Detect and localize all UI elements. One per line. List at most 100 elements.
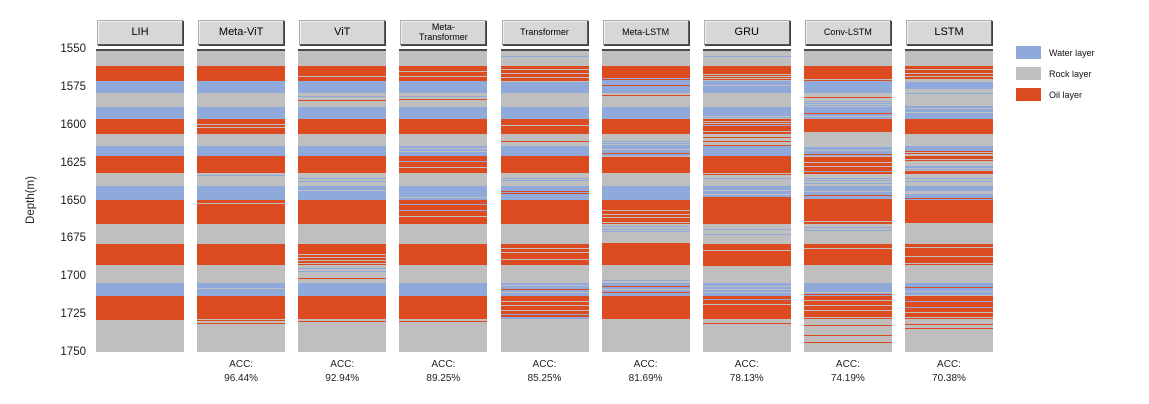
strat-segment-water: [298, 190, 387, 200]
strat-segment-water: [601, 85, 690, 94]
strat-segment-oil: [905, 317, 993, 320]
strat-segment-oil: [601, 215, 690, 218]
accuracy-value: 89.25%: [426, 372, 461, 384]
strat-segment-oil: [803, 248, 892, 265]
strat-segment-oil: [905, 312, 993, 317]
strat-segment-water: [96, 145, 184, 157]
strat-segment-oil: [500, 66, 589, 70]
strat-segment-water: [601, 106, 690, 119]
strat-segment-oil: [905, 257, 993, 261]
strat-segment-oil: [399, 199, 488, 204]
strat-segment-oil: [803, 221, 892, 225]
strat-segment-water: [197, 282, 286, 289]
strat-segment-water: [905, 113, 993, 117]
strat-segment-water: [601, 145, 690, 149]
strat-segment-oil: [500, 190, 589, 192]
model-column: GRU ACC: 78.13%: [702, 20, 791, 384]
column-header: Conv-LSTM: [804, 20, 891, 45]
strat-segment-water: [96, 81, 184, 94]
strat-segment-water: [905, 198, 993, 200]
strat-segment-oil: [298, 260, 387, 264]
strat-segment-water: [905, 109, 993, 113]
strat-segment-water: [803, 102, 892, 104]
strat-segment-water: [803, 282, 892, 292]
accuracy-caption: ACC:: [431, 359, 456, 370]
strat-segment-oil: [803, 66, 892, 77]
strat-segment-oil: [500, 132, 589, 134]
accuracy-label: ACC: 89.25%: [393, 358, 493, 385]
strat-segment-water: [803, 105, 892, 106]
strat-segment-water: [500, 285, 589, 289]
strat-segment-oil: [500, 260, 589, 265]
strat-segment-water: [601, 142, 690, 144]
strat-segment-oil: [803, 118, 892, 133]
strat-segment-oil: [601, 296, 690, 319]
depth-axis-tick: 1600: [60, 118, 86, 131]
legend-item: Water layer: [1016, 46, 1095, 59]
strat-segment-water: [803, 81, 892, 92]
strat-segment-oil: [298, 257, 387, 261]
strat-segment-water: [601, 286, 690, 289]
strat-segment-oil: [298, 80, 387, 82]
strat-segment-oil: [803, 77, 892, 79]
legend-item: Oil layer: [1016, 88, 1095, 101]
strat-segment-water: [905, 93, 993, 94]
strat-segment-water: [298, 267, 387, 269]
strat-segment-oil: [601, 95, 690, 97]
strat-segment-water: [96, 106, 184, 119]
strat-segment-water: [803, 177, 892, 179]
strat-bar-segments: [500, 51, 589, 352]
strat-segment-water: [803, 179, 892, 181]
strat-segment-oil: [500, 118, 589, 122]
accuracy-label: ACC: 81.69%: [596, 358, 696, 385]
strat-segment-water: [399, 106, 488, 119]
strat-segment-water: [702, 186, 791, 191]
strat-segment-water: [298, 270, 387, 272]
column-header: Meta-LSTM: [602, 20, 689, 45]
strat-segment-oil: [500, 296, 589, 301]
strat-segment-water: [96, 282, 184, 297]
strat-bar: [197, 49, 286, 352]
strat-segment-oil: [399, 66, 488, 72]
column-header: ViT: [299, 20, 386, 45]
strat-segment-water: [601, 79, 690, 85]
strat-segment-water: [905, 181, 993, 182]
strat-segment-water: [702, 125, 791, 127]
strat-segment-water: [905, 301, 993, 303]
strat-segment-oil: [500, 315, 589, 318]
strat-segment-oil: [803, 96, 892, 98]
strat-segment-water: [601, 289, 690, 292]
strat-segment-oil: [500, 243, 589, 249]
strat-segment-oil: [803, 296, 892, 301]
strat-segment-oil: [702, 251, 791, 265]
strat-bar: [500, 49, 589, 352]
strat-segment-oil: [197, 199, 286, 203]
strat-segment-oil: [702, 198, 791, 225]
strat-segment-water: [500, 106, 589, 119]
strat-segment-water: [500, 289, 589, 292]
strat-segment-water: [500, 186, 589, 191]
strat-segment-oil: [96, 243, 184, 265]
strat-segment-water: [601, 154, 690, 157]
strat-bar: [298, 49, 387, 352]
strat-segment-oil: [197, 124, 286, 127]
strat-segment-water: [905, 186, 993, 192]
strat-segment-water: [399, 160, 488, 162]
strat-segment-oil: [399, 210, 488, 216]
strat-segment-oil: [197, 156, 286, 171]
strat-segment-oil: [601, 242, 690, 265]
strat-segment-oil: [399, 99, 488, 100]
strat-segment-oil: [905, 296, 993, 302]
legend: Water layer Rock layer Oil layer: [1016, 46, 1095, 109]
depth-axis-tick: 1750: [60, 346, 86, 358]
strat-segment-oil: [905, 153, 993, 155]
strat-segment-water: [399, 203, 488, 205]
strat-segment-water: [601, 279, 690, 281]
strat-segment-water: [905, 307, 993, 308]
strat-bar: [601, 49, 690, 352]
strat-segment-oil: [702, 265, 791, 267]
strat-segment-oil: [399, 216, 488, 225]
strat-segment-oil: [905, 199, 993, 224]
strat-segment-water: [702, 178, 791, 179]
strat-segment-water: [601, 228, 690, 230]
